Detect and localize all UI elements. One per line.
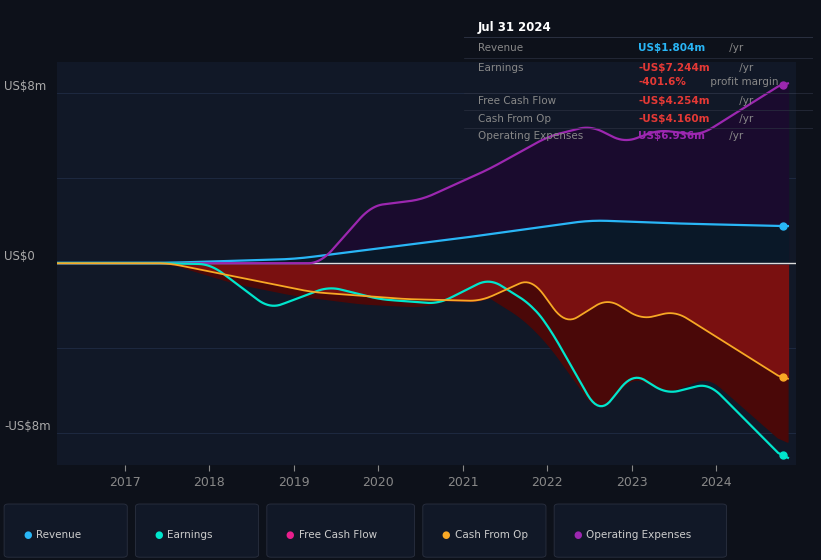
Text: -US$4.160m: -US$4.160m — [639, 114, 710, 124]
Text: ●: ● — [154, 530, 163, 540]
Text: Free Cash Flow: Free Cash Flow — [299, 530, 377, 540]
Text: Earnings: Earnings — [478, 63, 523, 73]
Text: ●: ● — [573, 530, 581, 540]
Text: Free Cash Flow: Free Cash Flow — [478, 96, 556, 106]
Text: US$1.804m: US$1.804m — [639, 44, 705, 53]
Text: US$6.936m: US$6.936m — [639, 131, 705, 141]
Text: Cash From Op: Cash From Op — [455, 530, 528, 540]
Text: ●: ● — [442, 530, 450, 540]
Text: -US$4.254m: -US$4.254m — [639, 96, 710, 106]
Text: US$8m: US$8m — [4, 81, 46, 94]
Text: Revenue: Revenue — [36, 530, 81, 540]
Text: -US$8m: -US$8m — [4, 420, 51, 433]
Text: -401.6%: -401.6% — [639, 77, 686, 87]
Text: -US$7.244m: -US$7.244m — [639, 63, 710, 73]
Text: Earnings: Earnings — [167, 530, 213, 540]
Text: profit margin: profit margin — [707, 77, 778, 87]
Text: /yr: /yr — [727, 131, 744, 141]
Text: /yr: /yr — [727, 44, 744, 53]
Text: Revenue: Revenue — [478, 44, 523, 53]
Text: Operating Expenses: Operating Expenses — [478, 131, 583, 141]
Text: /yr: /yr — [736, 96, 754, 106]
Text: Operating Expenses: Operating Expenses — [586, 530, 691, 540]
Text: US$0: US$0 — [4, 250, 34, 263]
Text: Cash From Op: Cash From Op — [478, 114, 551, 124]
Text: ●: ● — [286, 530, 294, 540]
Text: Jul 31 2024: Jul 31 2024 — [478, 21, 552, 34]
Text: /yr: /yr — [736, 114, 754, 124]
Text: ●: ● — [23, 530, 31, 540]
Text: /yr: /yr — [736, 63, 754, 73]
